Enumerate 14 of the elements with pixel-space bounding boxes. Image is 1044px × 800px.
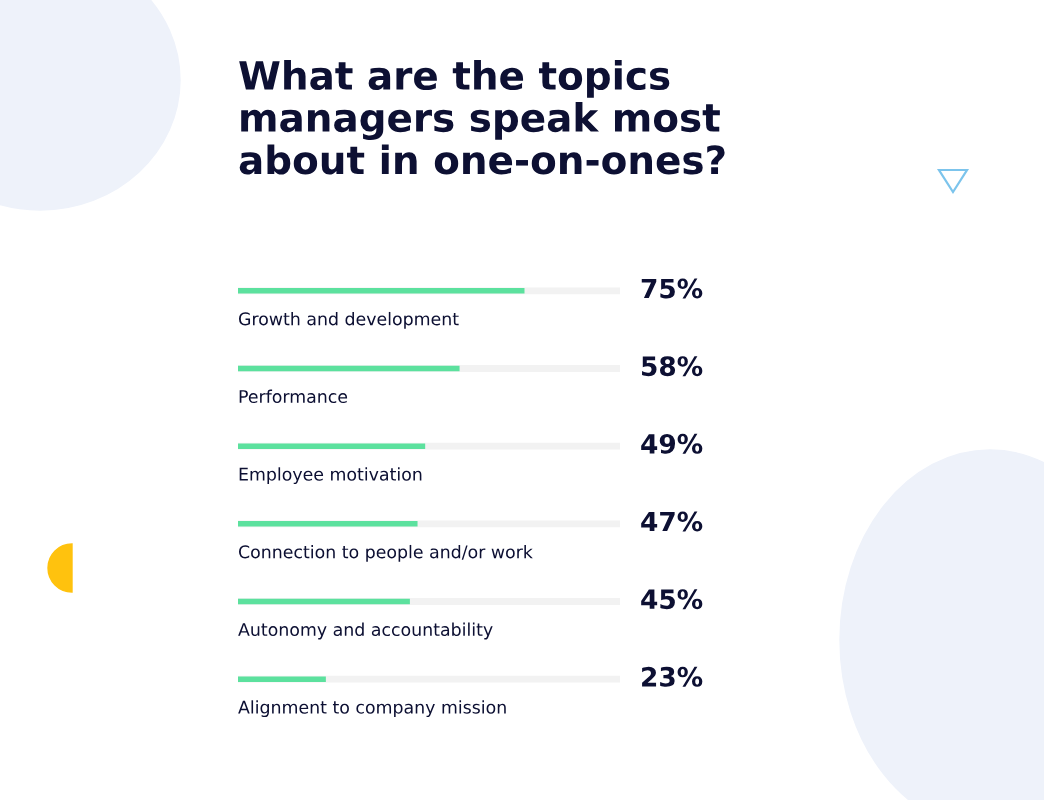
y-tick-label: Employee motivation [239, 467, 422, 485]
data-label: 45% [641, 589, 703, 610]
y-tick-label: Alignment to company mission [238, 700, 506, 718]
data-label: 49% [641, 433, 703, 454]
data-label: 75% [641, 278, 703, 299]
y-tick-label: Connection to people and/or work [238, 544, 533, 562]
data-label: 23% [642, 666, 703, 687]
y-tick-label: Growth and development [238, 311, 459, 329]
data-label: 47% [641, 511, 703, 532]
y-tick-label: Performance [239, 389, 348, 404]
y-tick-label: Autonomy and accountability [238, 622, 493, 640]
data-label: 58% [642, 356, 703, 377]
bar [238, 676, 326, 682]
chart-title: What are the topics managers speak most about in one-on-ones? [239, 60, 725, 175]
